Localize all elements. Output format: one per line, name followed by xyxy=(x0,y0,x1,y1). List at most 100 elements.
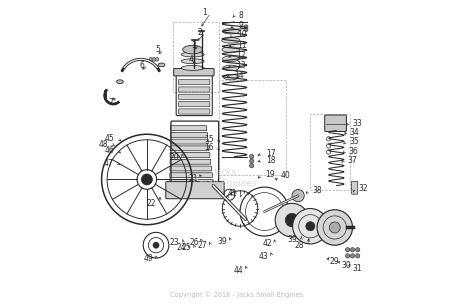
Ellipse shape xyxy=(181,65,204,70)
Circle shape xyxy=(249,164,254,168)
Text: 33: 33 xyxy=(352,119,362,128)
Text: 37: 37 xyxy=(347,156,357,165)
FancyBboxPatch shape xyxy=(170,173,212,178)
Text: 4: 4 xyxy=(189,55,193,64)
Text: 5: 5 xyxy=(155,45,160,54)
Circle shape xyxy=(155,57,159,61)
Text: 25: 25 xyxy=(182,243,191,252)
Text: 40: 40 xyxy=(281,171,290,180)
FancyBboxPatch shape xyxy=(179,102,210,107)
Text: 16: 16 xyxy=(204,143,214,153)
Circle shape xyxy=(346,248,350,252)
FancyBboxPatch shape xyxy=(170,166,211,171)
FancyBboxPatch shape xyxy=(179,80,210,85)
Ellipse shape xyxy=(183,45,202,54)
FancyBboxPatch shape xyxy=(170,153,210,157)
Ellipse shape xyxy=(222,29,239,34)
Text: 43: 43 xyxy=(259,252,269,261)
FancyBboxPatch shape xyxy=(171,132,208,137)
Bar xyxy=(310,114,350,190)
Circle shape xyxy=(356,254,360,258)
Text: 8: 8 xyxy=(238,11,243,20)
FancyBboxPatch shape xyxy=(170,139,208,144)
Circle shape xyxy=(244,28,248,32)
Circle shape xyxy=(149,57,153,61)
Text: 28: 28 xyxy=(294,241,304,250)
FancyBboxPatch shape xyxy=(325,115,346,131)
Ellipse shape xyxy=(158,63,165,67)
Text: 36: 36 xyxy=(349,146,359,156)
Text: 19: 19 xyxy=(265,170,275,179)
Text: 44: 44 xyxy=(233,266,243,275)
Text: 18: 18 xyxy=(266,156,276,165)
Text: 47: 47 xyxy=(103,159,113,168)
Text: Jacks
Small Engines: Jacks Small Engines xyxy=(193,168,256,188)
FancyBboxPatch shape xyxy=(170,180,213,185)
Text: 48: 48 xyxy=(99,140,109,149)
Text: 39: 39 xyxy=(218,237,227,246)
Ellipse shape xyxy=(117,80,123,84)
Circle shape xyxy=(350,248,355,252)
Text: 9: 9 xyxy=(238,21,243,30)
Text: 49: 49 xyxy=(143,255,153,263)
Ellipse shape xyxy=(222,38,240,43)
Text: 11: 11 xyxy=(237,41,246,49)
Text: 7: 7 xyxy=(109,98,113,107)
Text: 6: 6 xyxy=(140,61,145,70)
Text: 14: 14 xyxy=(234,71,244,80)
FancyBboxPatch shape xyxy=(179,87,210,92)
Bar xyxy=(219,80,286,175)
Bar xyxy=(173,22,219,92)
FancyBboxPatch shape xyxy=(171,126,207,130)
Text: 39: 39 xyxy=(288,235,298,244)
Circle shape xyxy=(152,57,155,61)
Circle shape xyxy=(292,189,304,202)
Circle shape xyxy=(249,154,254,159)
Text: 45: 45 xyxy=(104,134,114,143)
Text: 21: 21 xyxy=(189,174,199,183)
Circle shape xyxy=(141,174,152,185)
Text: 3: 3 xyxy=(192,41,197,49)
Text: 15: 15 xyxy=(204,135,214,144)
Text: 10: 10 xyxy=(237,30,247,39)
Circle shape xyxy=(244,25,248,29)
Text: 22: 22 xyxy=(147,199,156,208)
Text: 13: 13 xyxy=(236,61,246,70)
Text: 29: 29 xyxy=(329,258,339,266)
Text: 17: 17 xyxy=(266,149,276,158)
Text: 31: 31 xyxy=(352,264,362,273)
Circle shape xyxy=(285,213,299,227)
Ellipse shape xyxy=(222,56,239,61)
Text: 42: 42 xyxy=(262,239,272,248)
FancyBboxPatch shape xyxy=(166,182,224,199)
Text: 20: 20 xyxy=(169,153,179,162)
Circle shape xyxy=(153,242,159,248)
Circle shape xyxy=(356,248,360,252)
Text: 23: 23 xyxy=(170,238,180,247)
Text: 32: 32 xyxy=(358,184,368,193)
Circle shape xyxy=(275,203,309,237)
Circle shape xyxy=(317,210,353,245)
Text: 38: 38 xyxy=(313,186,322,195)
FancyBboxPatch shape xyxy=(174,68,214,76)
Text: 46: 46 xyxy=(104,146,114,155)
Text: 1: 1 xyxy=(202,8,207,17)
Circle shape xyxy=(292,208,328,244)
Text: 30: 30 xyxy=(341,261,351,270)
Ellipse shape xyxy=(223,74,238,80)
Circle shape xyxy=(329,222,340,233)
Text: 34: 34 xyxy=(349,128,359,137)
Text: 41: 41 xyxy=(228,189,237,198)
Text: 24: 24 xyxy=(176,243,186,252)
Text: Copyright © 2016 - Jacks Small Engines: Copyright © 2016 - Jacks Small Engines xyxy=(171,291,303,298)
FancyBboxPatch shape xyxy=(179,109,210,114)
FancyBboxPatch shape xyxy=(170,146,209,151)
Circle shape xyxy=(350,254,355,258)
Text: 26: 26 xyxy=(190,238,199,247)
Ellipse shape xyxy=(181,59,204,64)
Circle shape xyxy=(306,222,315,231)
FancyBboxPatch shape xyxy=(170,159,210,164)
Ellipse shape xyxy=(222,47,240,52)
Circle shape xyxy=(346,254,350,258)
Text: 2: 2 xyxy=(197,28,202,37)
